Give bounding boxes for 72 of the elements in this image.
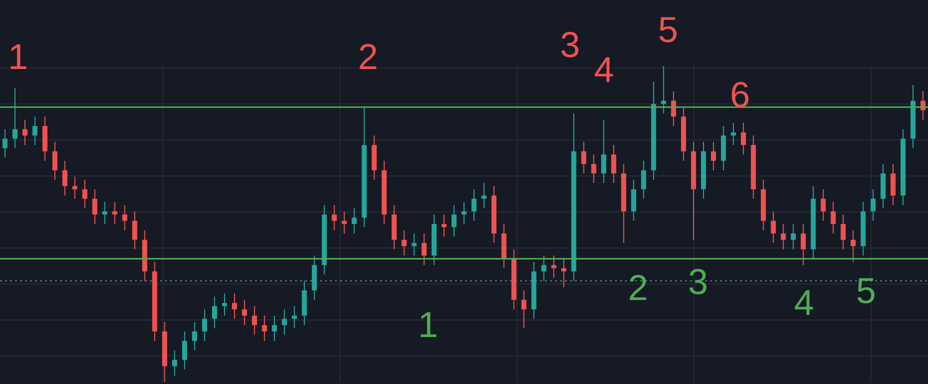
- annotation: 2: [628, 267, 648, 308]
- candlestick: [481, 182, 486, 209]
- candlestick: [52, 141, 58, 180]
- candlestick: [770, 210, 776, 244]
- candlestick: [22, 119, 28, 146]
- candlestick: [62, 160, 68, 196]
- candlestick: [132, 210, 138, 250]
- candlestick: [232, 293, 237, 320]
- candlestick: [840, 214, 846, 250]
- candlestick: [92, 188, 98, 224]
- candlestick: [122, 204, 128, 231]
- candlestick: [452, 204, 457, 238]
- candlestick: [521, 290, 526, 329]
- candlestick: [820, 188, 826, 222]
- candlestick: [850, 230, 856, 262]
- candlestick: [780, 224, 786, 250]
- candlestick: [192, 321, 198, 351]
- annotation: 4: [794, 282, 814, 323]
- candlestick: [222, 293, 228, 316]
- candlestick: [12, 88, 18, 149]
- candlestick: [282, 308, 287, 336]
- candlestick: [870, 188, 876, 222]
- candlestick: [601, 119, 606, 184]
- candlestick: [471, 188, 476, 222]
- candlestick: [422, 232, 427, 266]
- candlestick: [661, 66, 666, 114]
- candlestick: [252, 306, 257, 336]
- candlestick: [102, 201, 108, 224]
- candlestick: [212, 296, 218, 329]
- annotation: 2: [358, 36, 378, 77]
- candlestick: [551, 255, 556, 278]
- annotation: 6: [730, 74, 750, 115]
- candlestick: [2, 128, 8, 158]
- candlestick: [631, 179, 636, 222]
- candlestick: [182, 330, 188, 370]
- annotation: 1: [8, 36, 28, 77]
- candlestick: [342, 210, 347, 234]
- candlestick: [242, 299, 247, 326]
- text: 3: [560, 24, 580, 65]
- candlestick: [82, 179, 88, 209]
- candlestick: [581, 141, 586, 174]
- candlestick: [611, 144, 616, 184]
- candlestick: [202, 308, 208, 342]
- candlestick: [740, 122, 746, 155]
- candlestick: [352, 208, 357, 234]
- candlestick: [710, 141, 716, 171]
- candlestick: [272, 315, 277, 342]
- candlestick: [72, 176, 78, 200]
- candlestick: [402, 230, 407, 256]
- annotation: 1: [418, 304, 438, 345]
- annotation: 3: [688, 261, 708, 302]
- candlestick: [292, 306, 297, 329]
- candlestick: [172, 350, 178, 376]
- candlestick: [800, 224, 806, 266]
- candlestick: [561, 258, 566, 288]
- candlestick: [641, 160, 646, 200]
- candlestick: [332, 204, 337, 231]
- candlestick: [32, 116, 38, 146]
- candlestick: [890, 163, 896, 206]
- candlestick: [790, 224, 796, 250]
- candlestick: [412, 232, 417, 256]
- candlestick: [442, 214, 447, 238]
- candlestick: [112, 201, 118, 224]
- text: 5: [658, 9, 678, 50]
- candlestick: [730, 122, 736, 146]
- candlestick: [462, 201, 467, 224]
- candlestick: [830, 201, 836, 234]
- candlestick: [262, 315, 267, 342]
- candlestick: [591, 154, 596, 184]
- candlestick: [541, 255, 546, 282]
- annotation: 4: [594, 49, 614, 90]
- annotation: 5: [856, 270, 876, 311]
